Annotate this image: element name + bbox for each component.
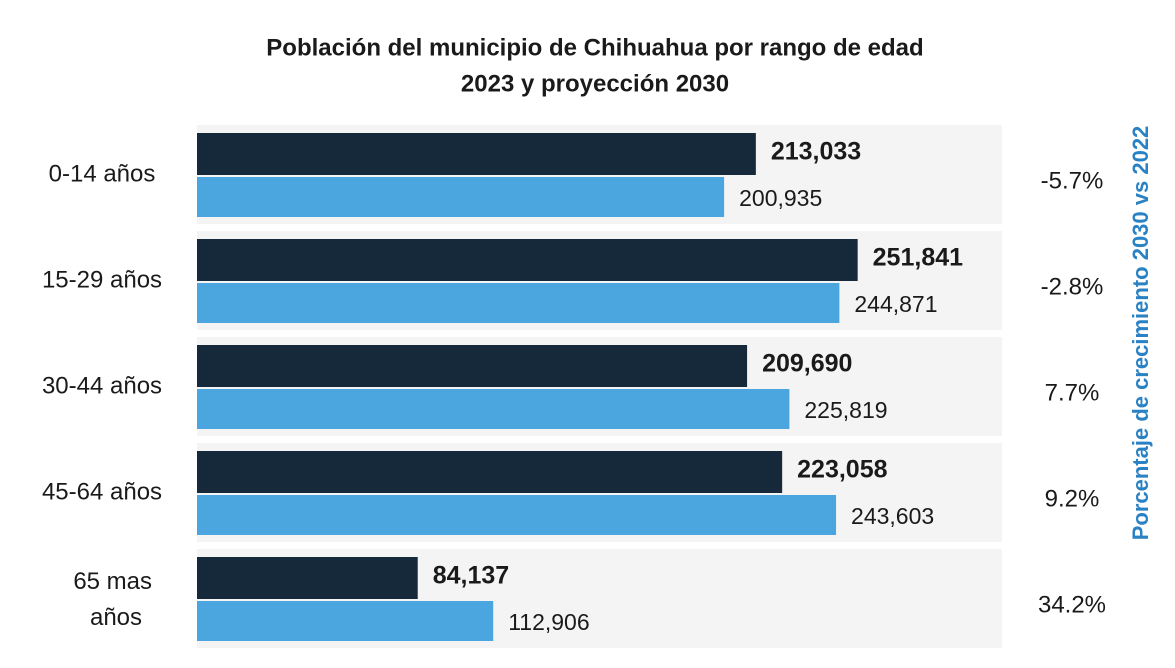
growth-label: 34.2% <box>1038 591 1106 618</box>
y-tick-label: 15-29 años <box>42 266 162 293</box>
bar <box>197 451 783 493</box>
bar <box>197 239 858 281</box>
bar <box>197 495 837 535</box>
bar <box>197 283 840 323</box>
value-label: 84,137 <box>433 562 509 590</box>
y-tick-label: 65 mas años <box>73 568 158 631</box>
bar <box>197 133 756 175</box>
value-label: 225,819 <box>804 397 887 423</box>
y-tick-label: 45-64 años <box>42 478 162 505</box>
bar <box>197 177 725 217</box>
chart-title: Población del municipio de Chihuahua por… <box>266 34 923 61</box>
y-tick-label: 30-44 años <box>42 372 162 399</box>
bar <box>197 389 790 429</box>
y-tick-label: 0-14 años <box>49 160 156 187</box>
value-label: 223,058 <box>797 456 887 484</box>
value-label: 200,935 <box>739 185 822 211</box>
growth-label: -2.8% <box>1041 273 1104 300</box>
growth-label: -5.7% <box>1041 167 1104 194</box>
growth-label: 7.7% <box>1045 379 1100 406</box>
bar <box>197 345 748 387</box>
value-label: 112,906 <box>508 609 589 635</box>
value-label: 209,690 <box>762 350 852 378</box>
growth-label: 9.2% <box>1045 485 1100 512</box>
chart-title: 2023 y proyección 2030 <box>461 70 729 97</box>
bar <box>197 557 418 599</box>
value-label: 243,603 <box>851 503 934 529</box>
bar <box>197 601 494 641</box>
value-label: 244,871 <box>854 291 937 317</box>
value-label: 213,033 <box>771 138 861 166</box>
y2-axis-label: Porcentaje de crecimiento 2030 vs 2022 <box>1128 126 1153 541</box>
value-label: 251,841 <box>873 244 963 272</box>
